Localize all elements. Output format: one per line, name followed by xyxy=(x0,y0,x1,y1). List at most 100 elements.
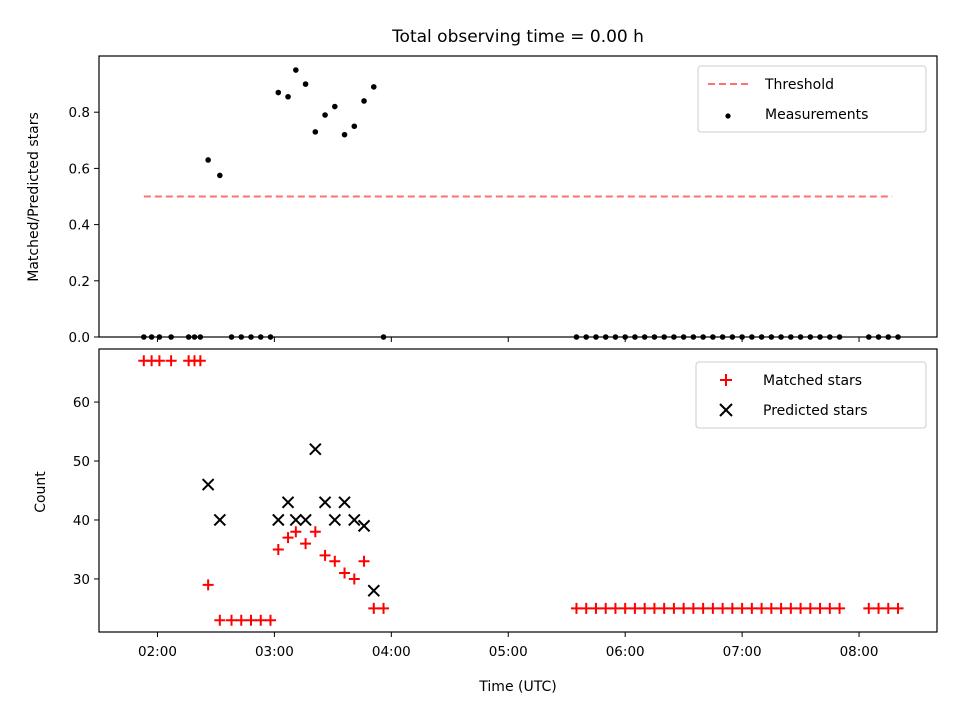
predicted-stars-point xyxy=(348,513,361,527)
x-tick-label: 02:00 xyxy=(138,644,177,660)
matched-stars-point xyxy=(264,614,276,626)
matched-stars-point xyxy=(245,614,257,626)
matched-stars-point xyxy=(756,602,768,614)
bottom-y-tick-label: 40 xyxy=(73,513,90,529)
matched-stars-point xyxy=(282,532,294,544)
predicted-stars-point xyxy=(357,519,371,533)
matched-stars-point xyxy=(882,602,894,614)
matched-stars-point xyxy=(775,602,787,614)
matched-stars-point xyxy=(272,543,284,555)
measurements-point xyxy=(217,172,223,179)
measurements-point xyxy=(332,103,338,110)
legend-predicted-swatch xyxy=(719,403,733,417)
predicted-stars-point xyxy=(309,443,322,456)
measurements-point xyxy=(361,98,367,104)
predicted-stars-point xyxy=(338,496,351,509)
matched-stars-point xyxy=(348,573,360,585)
predicted-stars-point xyxy=(281,496,295,509)
matched-stars-point xyxy=(678,602,690,614)
x-axis-label: Time (UTC) xyxy=(478,679,556,695)
predicted-stars-point xyxy=(213,513,227,527)
legend-matched-swatch xyxy=(720,374,732,386)
top-y-axis-label: Matched/Predicted stars xyxy=(26,112,42,282)
matched-stars-point xyxy=(687,602,699,614)
matched-stars-point xyxy=(619,602,631,614)
matched-stars-point xyxy=(629,602,641,614)
matched-stars-point xyxy=(165,355,177,367)
x-tick-label: 04:00 xyxy=(372,644,411,660)
x-tick-label: 07:00 xyxy=(723,644,762,660)
measurements-point xyxy=(322,112,328,118)
bottom-y-axis-label: Count xyxy=(33,471,49,513)
matched-stars-point xyxy=(785,602,797,614)
matched-stars-point xyxy=(892,602,904,614)
bottom-legend-box xyxy=(695,361,927,429)
matched-stars-point xyxy=(226,614,238,626)
matched-stars-point xyxy=(668,602,680,614)
matched-stars-point xyxy=(214,614,226,626)
x-tick-label: 06:00 xyxy=(606,644,645,660)
matched-stars-point xyxy=(358,555,370,567)
top-legend: Threshold Measurements xyxy=(697,65,927,133)
matched-stars-point xyxy=(834,602,846,614)
matched-stars-point xyxy=(639,602,651,614)
top-legend-box xyxy=(697,65,927,133)
legend-measurements-label: Measurements xyxy=(765,107,868,123)
matched-stars-point xyxy=(290,526,302,538)
matched-stars-point xyxy=(648,602,660,614)
predicted-stars-point xyxy=(367,584,380,597)
bottom-y-tick-label: 30 xyxy=(73,572,90,588)
top-y-tick-label: 0.0 xyxy=(69,330,90,346)
measurements-point xyxy=(341,131,348,138)
top-y-tick-label: 0.8 xyxy=(69,105,90,121)
matched-stars-point xyxy=(368,602,380,614)
top-axes-frame xyxy=(98,55,938,338)
top-y-tick-label: 0.2 xyxy=(69,274,90,290)
matched-stars-point xyxy=(194,355,206,367)
measurements-point xyxy=(312,129,319,135)
bottom-y-tick-label: 50 xyxy=(73,454,90,470)
matched-stars-point xyxy=(300,538,312,550)
predicted-stars-point xyxy=(318,496,332,509)
predicted-stars-point xyxy=(289,513,303,527)
matched-stars-point xyxy=(580,602,592,614)
x-tick-label: 08:00 xyxy=(840,644,879,660)
top-plot-area xyxy=(141,67,901,340)
bottom-y-ticks: 30 40 50 60 xyxy=(73,395,99,588)
matched-stars-point xyxy=(824,602,836,614)
matched-stars-point xyxy=(736,602,748,614)
matched-stars-point xyxy=(378,602,390,614)
matched-stars-point xyxy=(255,614,267,626)
predicted-stars-point xyxy=(299,513,312,527)
matched-stars-point xyxy=(570,602,582,614)
matched-stars-point xyxy=(717,602,729,614)
matched-stars-point xyxy=(726,602,738,614)
top-x-ticks xyxy=(156,337,860,342)
x-tick-label: 03:00 xyxy=(255,644,294,660)
matched-stars-point xyxy=(863,602,875,614)
top-y-tick-label: 0.4 xyxy=(69,218,90,234)
x-tick-label: 05:00 xyxy=(489,644,528,660)
predicted-stars-point xyxy=(328,513,342,527)
top-y-ticks: 0.0 0.2 0.4 0.6 0.8 xyxy=(69,105,99,346)
bottom-legend: Matched stars Predicted stars xyxy=(695,361,927,429)
predicted-stars-point xyxy=(201,478,215,491)
measurements-point xyxy=(302,81,309,87)
legend-predicted-label: Predicted stars xyxy=(763,403,868,419)
bottom-plot-area xyxy=(138,355,904,626)
predicted-stars-point xyxy=(272,513,285,527)
bottom-axes-frame xyxy=(98,348,938,633)
bottom-x-ticks: 02:00 03:00 04:00 05:00 06:00 07:00 08:00 xyxy=(138,632,878,660)
matched-stars-point xyxy=(309,526,321,538)
measurements-point xyxy=(293,67,299,73)
matched-stars-point xyxy=(814,602,826,614)
measurements-point xyxy=(285,93,291,100)
matched-stars-point xyxy=(339,567,351,579)
matched-stars-point xyxy=(697,602,709,614)
top-y-tick-label: 0.6 xyxy=(69,161,90,177)
matched-stars-point xyxy=(153,355,165,367)
matched-stars-point xyxy=(746,602,758,614)
measurements-point xyxy=(275,89,282,96)
